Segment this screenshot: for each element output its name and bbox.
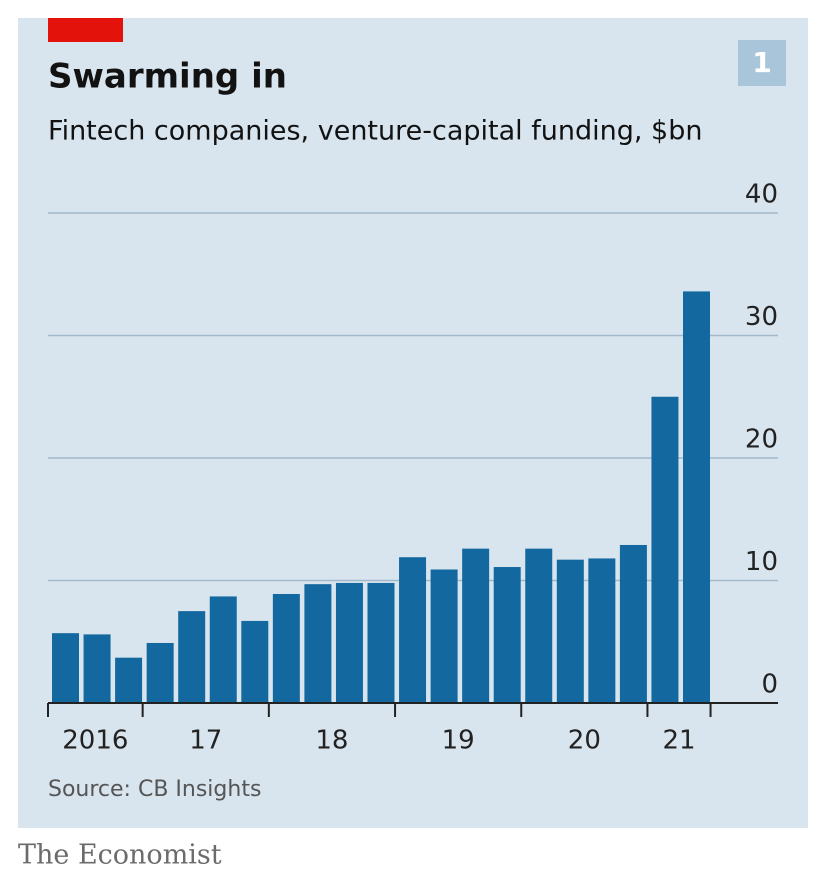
y-tick-label: 20 (745, 425, 778, 455)
red-tag (48, 18, 123, 42)
bar (367, 582, 395, 703)
badge-box (738, 40, 786, 86)
x-tick-label: 2016 (62, 726, 128, 756)
bar (556, 559, 584, 703)
x-tick-label: 17 (189, 726, 222, 756)
bar (272, 593, 300, 703)
bar (683, 291, 710, 703)
bar (52, 633, 79, 703)
bar (115, 657, 143, 703)
bar (588, 558, 616, 703)
source: Source: CB Insights (48, 777, 261, 802)
bar (619, 544, 647, 703)
bar (525, 548, 553, 703)
bar (493, 567, 521, 703)
publisher: The Economist (18, 840, 222, 871)
bar (241, 620, 269, 703)
bar (83, 634, 111, 703)
bar (335, 582, 363, 703)
bar (304, 584, 332, 703)
bar (146, 642, 174, 703)
y-tick-label: 40 (745, 180, 778, 210)
badge: 1 (752, 46, 771, 79)
chart-title: Swarming in (48, 57, 287, 97)
x-tick-label: 20 (568, 726, 601, 756)
bar (430, 569, 458, 703)
x-tick-label: 18 (315, 726, 348, 756)
bar (399, 557, 427, 703)
bar (178, 611, 206, 703)
bar (462, 548, 490, 703)
chart-subtitle: Fintech companies, venture-capital fundi… (48, 116, 702, 147)
y-tick-label: 10 (745, 547, 778, 577)
y-tick-label: 30 (745, 302, 778, 332)
y-tick-label: 0 (761, 670, 778, 700)
x-tick-label: 21 (662, 726, 695, 756)
x-tick-label: 19 (442, 726, 475, 756)
bar (209, 596, 237, 703)
bar (651, 396, 679, 703)
